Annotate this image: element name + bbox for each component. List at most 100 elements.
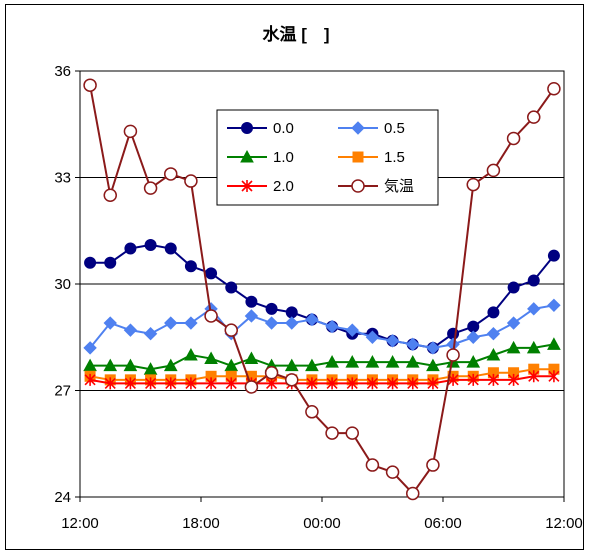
data-point [346, 377, 358, 390]
legend-item: 0.5 [338, 120, 405, 137]
data-point [506, 340, 521, 354]
legend-label: 0.5 [384, 120, 405, 137]
data-point [467, 373, 479, 386]
data-point [325, 319, 339, 334]
data-point [528, 370, 540, 383]
data-point [547, 337, 561, 350]
data-point [406, 486, 420, 501]
data-point [224, 323, 238, 337]
data-point [185, 377, 197, 390]
data-point [124, 242, 137, 255]
data-point [103, 188, 117, 202]
legend-label: 2.0 [273, 178, 294, 195]
x-tick-label: 12:00 [545, 515, 583, 532]
data-point [241, 122, 253, 134]
data-point [83, 78, 97, 92]
data-point [164, 242, 177, 255]
data-point [385, 355, 400, 368]
data-point [244, 309, 259, 323]
data-point [426, 458, 440, 472]
data-point [366, 377, 378, 390]
data-point [385, 334, 400, 348]
series-0.5 [83, 298, 561, 355]
data-point [264, 316, 279, 330]
y-tick-label: 27 [54, 383, 71, 400]
data-point [83, 358, 97, 372]
x-tick-label: 18:00 [182, 515, 220, 532]
data-point [245, 295, 258, 308]
data-point [351, 121, 365, 135]
data-point [325, 355, 339, 368]
data-point [240, 149, 254, 163]
data-point [225, 281, 238, 294]
series-気温 [83, 78, 561, 501]
data-point [123, 124, 138, 139]
data-point [264, 366, 279, 380]
data-point [527, 274, 540, 287]
data-point [365, 458, 380, 472]
legend-item: 気温 [338, 178, 414, 195]
data-point [345, 426, 359, 440]
x-tick-label: 12:00 [61, 515, 99, 532]
data-point [365, 355, 380, 368]
x-tick-label: 06:00 [424, 515, 462, 532]
legend-item: 1.0 [227, 149, 294, 166]
legend-item: 2.0 [227, 178, 294, 195]
data-point [103, 358, 118, 372]
data-point [143, 181, 158, 195]
legend [216, 109, 439, 206]
data-point [144, 238, 157, 251]
data-point [387, 377, 399, 390]
data-point [184, 316, 198, 330]
data-point [547, 298, 561, 313]
data-point [306, 377, 318, 390]
y-tick-label: 33 [54, 170, 71, 187]
data-point [84, 373, 96, 386]
data-point [487, 373, 499, 386]
data-point [507, 281, 520, 294]
data-point [184, 174, 198, 188]
data-point [204, 351, 218, 365]
data-point [486, 347, 501, 361]
data-point [406, 337, 420, 352]
y-tick-label: 24 [54, 489, 71, 506]
y-tick-label: 36 [54, 63, 71, 80]
data-point [547, 82, 561, 96]
data-point [427, 377, 439, 390]
series-line [89, 375, 554, 385]
legend-item: 1.5 [338, 149, 405, 166]
data-point [84, 256, 97, 269]
data-point [184, 347, 198, 361]
data-point [285, 306, 298, 319]
data-point [467, 320, 480, 333]
data-point [508, 373, 520, 386]
data-point [506, 131, 521, 146]
data-point [305, 405, 319, 419]
data-point [487, 306, 500, 319]
data-point [143, 326, 158, 341]
data-point [164, 316, 178, 330]
legend-label: 0.0 [273, 120, 294, 137]
data-point [446, 348, 460, 362]
data-point [123, 358, 138, 372]
legend-item: 0.0 [227, 120, 294, 137]
data-point [165, 377, 177, 390]
data-point [326, 377, 338, 390]
legend-label: 1.5 [384, 149, 405, 166]
data-point [351, 179, 365, 193]
data-point [224, 358, 239, 372]
data-point [506, 316, 521, 330]
data-point [385, 465, 400, 479]
chart-title: 水温 [ ] [262, 25, 330, 44]
data-point [244, 351, 259, 365]
data-point [365, 330, 380, 344]
data-point [547, 249, 560, 262]
data-point [123, 323, 138, 337]
data-point [426, 341, 440, 355]
data-point [325, 426, 339, 440]
data-point [103, 316, 117, 330]
data-point [104, 377, 116, 390]
data-point [83, 341, 97, 355]
data-point [305, 358, 319, 372]
